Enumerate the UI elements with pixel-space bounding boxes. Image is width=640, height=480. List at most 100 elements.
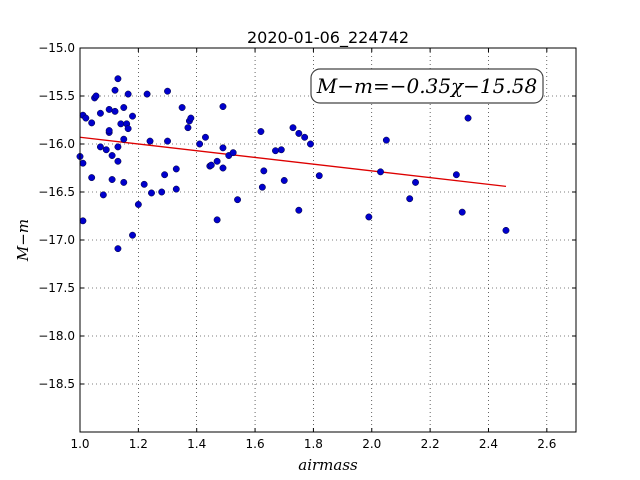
data-point (406, 195, 414, 203)
fit-line (79, 136, 507, 187)
data-point (280, 177, 288, 184)
data-point (172, 165, 180, 173)
data-point (79, 217, 87, 225)
data-point (158, 188, 166, 196)
data-point (502, 226, 510, 234)
annotation-box (310, 68, 544, 104)
data-point (129, 231, 136, 239)
data-point (88, 174, 96, 182)
data-point (148, 189, 155, 197)
y-axis-label: M−m (14, 219, 32, 262)
data-point (219, 103, 227, 111)
data-point (120, 178, 128, 186)
fit-line-group (79, 136, 507, 187)
data-point (111, 107, 119, 115)
data-point (234, 196, 242, 204)
data-point (111, 86, 119, 94)
data-point (315, 172, 323, 180)
y-tick-label: −17.0 (38, 233, 75, 247)
x-tick-label: 2.0 (362, 437, 381, 451)
data-point (120, 104, 128, 111)
x-tick-label: 1.6 (246, 437, 265, 451)
chart-title: 2020-01-06_224742 (247, 28, 409, 48)
y-tick-label: −18.5 (38, 377, 75, 391)
data-point (377, 168, 384, 176)
data-point (114, 75, 122, 83)
y-tick-label: −17.5 (38, 281, 75, 295)
x-tick-labels: 1.0 1.2 1.4 1.6 1.8 2.0 2.2 2.4 2.6 (70, 437, 556, 451)
data-point (258, 183, 266, 191)
data-point (464, 114, 472, 122)
data-point (143, 90, 151, 98)
data-point (295, 206, 303, 214)
data-point (96, 143, 104, 151)
y-tick-label: −18.0 (38, 329, 75, 343)
data-point (108, 176, 116, 183)
data-point (117, 120, 125, 128)
data-point (105, 105, 113, 113)
data-point (229, 149, 237, 157)
x-tick-label: 1.8 (304, 437, 323, 451)
data-point (295, 129, 303, 137)
x-axis-label: airmass (298, 456, 358, 474)
data-point (114, 157, 122, 165)
data-point (289, 124, 297, 132)
data-point (260, 167, 268, 175)
data-point (196, 140, 204, 148)
ticks (79, 47, 576, 432)
data-point (365, 213, 373, 221)
data-point (178, 104, 186, 111)
grid (79, 47, 576, 432)
data-point (114, 143, 122, 151)
annotation-text: M−m=−0.35χ−15.58 (316, 74, 537, 98)
data-point (213, 216, 221, 224)
data-point (146, 137, 154, 145)
y-tick-labels: −15.0 −15.5 −16.0 −16.5 −17.0 −17.5 −18.0 −18.5 (38, 41, 75, 391)
data-point (257, 128, 265, 135)
data-point (164, 137, 171, 145)
data-point (99, 191, 107, 199)
data-point (88, 119, 96, 127)
data-point (108, 152, 116, 159)
data-point (105, 127, 113, 135)
data-point (79, 159, 87, 167)
data-point (202, 133, 209, 141)
x-tick-label: 1.4 (187, 437, 206, 451)
x-tick-label: 2.4 (479, 437, 498, 451)
data-point (277, 146, 285, 154)
x-tick-label: 2.6 (537, 437, 556, 451)
data-point (92, 92, 100, 100)
data-point (102, 146, 110, 154)
data-point (301, 133, 309, 141)
data-point (213, 157, 221, 165)
fit-annotation: M−m=−0.35χ−15.58 (310, 68, 544, 104)
data-point (382, 136, 390, 144)
data-point (140, 180, 148, 188)
data-point (307, 140, 314, 148)
y-tick-label: −15.5 (38, 89, 75, 103)
x-tick-label: 2.2 (421, 437, 440, 451)
data-point (134, 201, 142, 208)
data-point (129, 112, 136, 120)
data-point (219, 164, 227, 172)
data-point (219, 144, 227, 152)
data-point (412, 178, 419, 186)
y-tick-label: −16.0 (38, 137, 75, 151)
data-point (207, 161, 215, 169)
data-point (120, 135, 128, 143)
data-point (114, 245, 122, 253)
data-points (76, 75, 510, 253)
x-tick-label: 1.0 (70, 437, 89, 451)
y-tick-label: −16.5 (38, 185, 75, 199)
data-point (164, 87, 171, 95)
y-tick-label: −15.0 (38, 41, 75, 55)
data-point (272, 147, 279, 155)
x-tick-label: 1.2 (129, 437, 148, 451)
data-point (187, 114, 195, 122)
data-point (96, 109, 104, 117)
data-point (124, 125, 132, 133)
data-point (184, 124, 192, 132)
data-point (82, 114, 90, 122)
data-point (172, 185, 180, 193)
